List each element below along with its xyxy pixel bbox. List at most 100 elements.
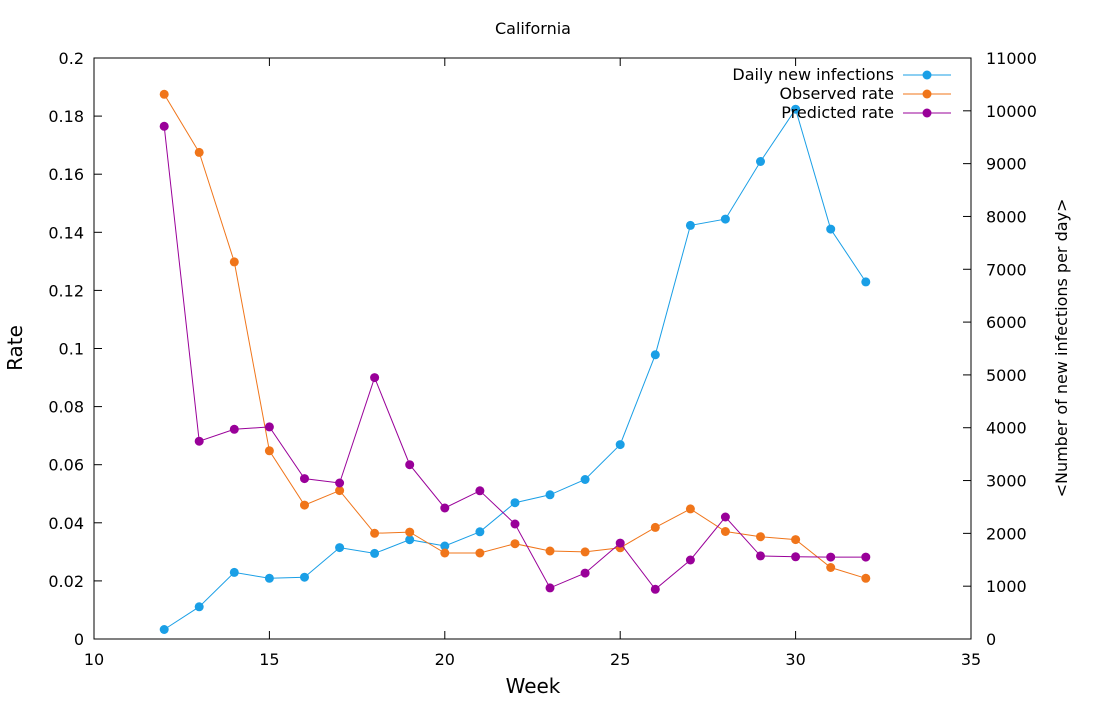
data-point [650, 584, 660, 594]
data-point [335, 543, 345, 553]
y-tick-label: 0.02 [48, 572, 84, 591]
data-point [826, 563, 836, 572]
data-point [405, 527, 415, 537]
data-point [475, 527, 485, 537]
x-tick-label: 35 [961, 650, 981, 669]
data-point [300, 572, 309, 582]
data-point [510, 498, 520, 508]
series-1 [159, 104, 871, 634]
axes-layer: 10 15 20 25 30 35 0 0.02 0.04 0.06 0.08 0.1 0.12 0.14… [48, 49, 1037, 669]
y-tick-label: 0.06 [48, 456, 84, 475]
data-point [720, 214, 730, 224]
data-point [510, 539, 520, 549]
data-point [685, 555, 695, 565]
data-point [791, 552, 801, 562]
data-point [370, 528, 380, 538]
data-point [580, 547, 590, 557]
data-point [861, 573, 871, 583]
data-point [194, 147, 204, 157]
data-point [475, 486, 485, 496]
y-tick-label: 0.2 [59, 49, 84, 68]
y2-tick-label: 2000 [986, 524, 1027, 543]
legend-label: Predicted rate [781, 103, 894, 122]
y-tick-label: 0.16 [48, 165, 84, 184]
y2-tick-label: 6000 [986, 313, 1027, 332]
series-2 [159, 89, 871, 583]
data-point [264, 422, 274, 432]
chart-title: California [495, 19, 571, 38]
data-point [159, 89, 169, 99]
data-point [861, 277, 871, 287]
y-tick-label: 0.12 [48, 281, 84, 300]
legend-item: Daily new infections [732, 65, 951, 84]
data-point [756, 551, 765, 561]
y-tick-label: 0.1 [59, 340, 84, 359]
legend-item: Observed rate [779, 84, 951, 103]
legend-marker [922, 108, 932, 118]
data-point [229, 567, 239, 577]
data-point [440, 541, 450, 551]
data-point [615, 538, 625, 548]
data-point [300, 474, 309, 484]
series-3 [159, 121, 871, 594]
data-point [720, 527, 730, 536]
legend-marker [922, 89, 932, 99]
y2-tick-label: 7000 [986, 260, 1027, 279]
legend-marker [922, 70, 932, 80]
data-point [229, 257, 239, 267]
data-point [650, 350, 660, 360]
data-point [580, 568, 590, 578]
data-point [405, 535, 415, 545]
x-tick-label: 15 [259, 650, 279, 669]
y-tick-label: 0.08 [48, 398, 84, 417]
plot-frame [93, 57, 972, 640]
x-tick-label: 10 [84, 650, 104, 669]
data-point [545, 490, 555, 500]
data-point [229, 424, 239, 434]
data-point [685, 220, 695, 230]
data-point [194, 436, 204, 446]
data-point [440, 548, 450, 558]
x-tick-label: 20 [435, 650, 455, 669]
data-point [791, 535, 801, 545]
legend-label: Daily new infections [732, 65, 894, 84]
x-tick-label: 25 [610, 650, 630, 669]
data-point [545, 583, 555, 593]
y2-tick-label: 8000 [986, 207, 1027, 226]
data-point [510, 519, 520, 529]
y2-tick-label: 10000 [986, 102, 1037, 121]
data-point [159, 625, 169, 634]
y2-tick-label: 1000 [986, 577, 1027, 596]
data-point [615, 440, 625, 450]
data-point [370, 548, 380, 558]
data-point [826, 224, 836, 234]
y2-tick-label: 0 [986, 630, 996, 649]
data-point [264, 573, 274, 583]
series-layer [159, 89, 871, 634]
data-point [335, 486, 345, 496]
data-point [264, 446, 274, 456]
data-point [545, 546, 555, 556]
data-point [861, 552, 871, 562]
y2-tick-label: 9000 [986, 155, 1027, 174]
right-axis-title: <Number of new infections per day> [1052, 199, 1071, 498]
data-point [440, 503, 450, 513]
data-point [720, 512, 730, 522]
data-point [580, 475, 590, 484]
data-point [756, 157, 765, 166]
data-point [475, 548, 485, 558]
y2-tick-label: 11000 [986, 49, 1037, 68]
data-point [405, 460, 415, 470]
y-tick-label: 0.14 [48, 223, 84, 242]
legend-item: Predicted rate [781, 103, 951, 122]
data-point [370, 373, 380, 383]
data-point [159, 121, 169, 131]
data-point [194, 602, 204, 612]
y-tick-label: 0.04 [48, 514, 84, 533]
y-tick-label: 0.18 [48, 107, 84, 126]
data-point [335, 478, 345, 488]
y2-tick-label: 3000 [986, 472, 1027, 491]
